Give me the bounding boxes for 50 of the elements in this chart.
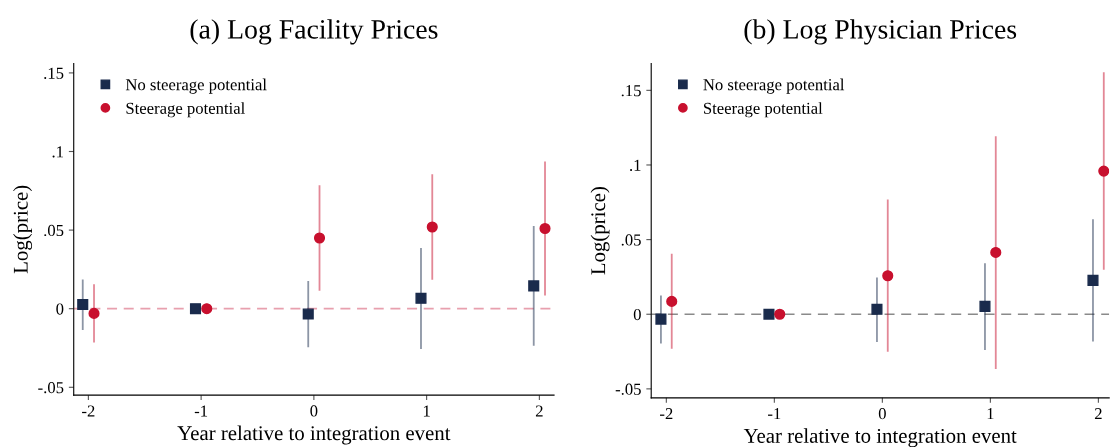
x-tick-label: -1 bbox=[194, 405, 208, 417]
y-axis-title: Log(price) bbox=[590, 187, 610, 275]
legend-label: No steerage potential bbox=[703, 78, 845, 94]
point bbox=[426, 221, 438, 233]
x-tick-label: -1 bbox=[768, 408, 781, 420]
legend-label: Steerage potential bbox=[126, 102, 245, 118]
legend-label: No steerage potential bbox=[125, 78, 267, 94]
x-tick-label: -2 bbox=[660, 408, 673, 420]
x-tick-label: -2 bbox=[82, 405, 95, 417]
point bbox=[539, 222, 551, 235]
point bbox=[189, 303, 202, 315]
x-tick-label: 0 bbox=[310, 405, 318, 417]
x-tick-label: 2 bbox=[535, 405, 543, 417]
y-tick-label: -.05 bbox=[615, 383, 641, 395]
point bbox=[302, 308, 314, 320]
point bbox=[763, 308, 775, 320]
y-tick-label: 0 bbox=[633, 308, 641, 321]
point bbox=[415, 292, 427, 304]
x-tick-label: 1 bbox=[987, 408, 994, 420]
y-axis-title: Log(price) bbox=[13, 185, 33, 274]
point bbox=[201, 303, 213, 315]
legend-label: Steerage potential bbox=[703, 102, 823, 118]
y-tick-label: 0 bbox=[56, 303, 64, 315]
point bbox=[990, 246, 1002, 259]
point bbox=[77, 298, 89, 311]
x-tick-label: 2 bbox=[1094, 408, 1102, 420]
chart-title: (b) Log Physician Prices bbox=[744, 19, 1017, 45]
x-axis-title: Year relative to integration event bbox=[743, 428, 1017, 447]
y-tick-label: .1 bbox=[52, 146, 63, 158]
x-tick-label: 1 bbox=[423, 405, 430, 417]
point bbox=[655, 313, 667, 325]
y-tick-label: -.05 bbox=[38, 381, 64, 394]
point bbox=[1087, 274, 1099, 286]
x-axis-title: Year relative to integration event bbox=[177, 425, 451, 445]
point bbox=[88, 307, 100, 319]
point bbox=[871, 303, 883, 315]
x-tick-label: 0 bbox=[878, 408, 886, 420]
y-tick-label: .15 bbox=[621, 85, 641, 97]
point bbox=[774, 308, 786, 320]
chart-title: (a) Log Facility Prices bbox=[190, 19, 438, 45]
y-tick-label: .05 bbox=[44, 224, 64, 237]
point bbox=[1098, 165, 1110, 177]
point bbox=[882, 270, 894, 282]
point bbox=[528, 280, 540, 292]
y-tick-label: .15 bbox=[44, 67, 64, 79]
point bbox=[313, 232, 326, 244]
point bbox=[666, 295, 678, 307]
y-tick-label: .05 bbox=[621, 234, 641, 246]
point bbox=[979, 300, 991, 312]
y-tick-label: .1 bbox=[630, 159, 641, 171]
